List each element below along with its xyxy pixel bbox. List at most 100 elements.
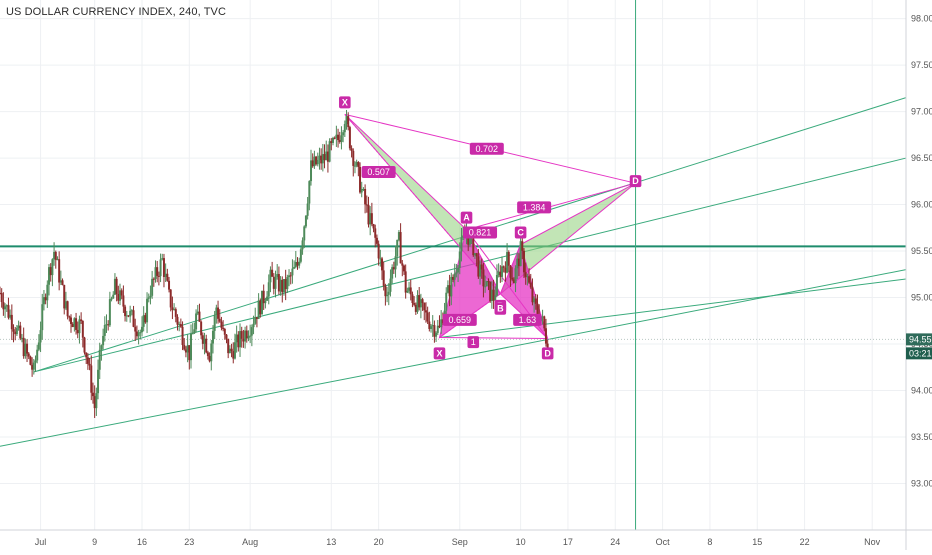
candle-body: [262, 290, 265, 304]
candle-body: [20, 337, 23, 339]
candle-body: [137, 332, 140, 337]
candle-body: [379, 258, 382, 260]
candle-body: [32, 362, 35, 370]
trendline: [439, 278, 907, 339]
candle-body: [266, 296, 269, 301]
candle-body: [98, 349, 101, 370]
candle-body: [108, 299, 111, 326]
candle-body: [186, 345, 189, 353]
candle-body: [254, 317, 257, 324]
candle-body: [205, 338, 208, 353]
candle-body: [506, 252, 509, 273]
candle-body: [534, 298, 537, 304]
trendline: [0, 269, 907, 447]
candle-body: [19, 325, 22, 339]
candle-body: [355, 162, 358, 166]
candle-body: [335, 134, 338, 138]
candle-body: [311, 160, 314, 167]
candle-body: [310, 160, 313, 182]
candle-body: [10, 314, 13, 330]
candle-body: [235, 334, 238, 343]
candle-body: [152, 278, 155, 280]
candle-body: [208, 355, 211, 362]
candle-body: [0, 292, 1, 294]
x-tick-label: 22: [800, 537, 810, 547]
candle-body: [12, 329, 15, 332]
ratio-label: 1: [471, 337, 476, 347]
candle-body: [140, 326, 143, 333]
candle-body: [29, 356, 32, 365]
candle-body: [331, 137, 334, 143]
candle-body: [259, 300, 262, 315]
candle-body: [125, 315, 128, 317]
ratio-label-bg: [469, 142, 504, 155]
candle-body: [402, 265, 405, 272]
candle-body: [91, 392, 94, 397]
y-tick-label: 93.00: [911, 479, 932, 489]
x-tick-label: 16: [137, 537, 147, 547]
candle-body: [240, 331, 243, 339]
candle-body: [293, 266, 296, 269]
candle-body: [198, 311, 201, 322]
candle-body: [255, 317, 258, 319]
candle-body: [34, 360, 37, 363]
candle-body: [303, 226, 306, 241]
candle-body: [149, 295, 152, 298]
candle-body: [22, 337, 25, 357]
candle-body: [504, 267, 507, 273]
candle-body: [230, 348, 233, 352]
candle-body: [97, 369, 100, 394]
candle-body: [223, 329, 226, 335]
candle-body: [195, 313, 198, 330]
candle-body: [357, 162, 360, 168]
ratio-label-bg: [517, 201, 552, 214]
candle-body: [271, 269, 274, 277]
candle-body: [492, 289, 495, 301]
candle-body: [484, 286, 487, 288]
candle-body: [345, 116, 348, 125]
candle-body: [325, 151, 328, 161]
candle-body: [392, 267, 395, 270]
x-tick-label: 23: [184, 537, 194, 547]
candle-body: [159, 259, 162, 277]
candle-body: [102, 335, 105, 346]
candle-body: [391, 267, 394, 279]
candle-body: [169, 289, 172, 308]
candle-body: [48, 267, 51, 285]
point-label-bg: [339, 96, 351, 109]
candle-body: [14, 331, 17, 335]
candle-body: [485, 281, 488, 287]
candle-body: [233, 342, 236, 359]
candle-body: [502, 266, 505, 268]
candle-body: [328, 141, 331, 162]
candle-body: [17, 325, 20, 329]
candle-body: [396, 239, 399, 257]
candle-body: [245, 330, 248, 339]
y-tick-label: 95.00: [911, 293, 932, 303]
candle-body: [477, 256, 480, 277]
y-tick-label: 94.00: [911, 386, 932, 396]
candle-body: [39, 330, 42, 343]
abcd-pattern-xd: [439, 337, 548, 339]
candle-body: [536, 303, 539, 315]
candle-body: [479, 264, 482, 277]
candle-body: [409, 287, 412, 295]
candle-body: [365, 204, 368, 206]
candle-body: [151, 278, 154, 296]
candle-body: [514, 268, 517, 284]
candle-body: [168, 280, 171, 290]
candle-body: [115, 278, 118, 295]
candle-body: [475, 253, 478, 257]
x-tick-label: 10: [516, 537, 526, 547]
candle-body: [81, 321, 84, 338]
candle-body: [364, 188, 367, 205]
candle-body: [424, 310, 427, 313]
x-tick-label: Aug: [242, 537, 258, 547]
candle-body: [453, 273, 456, 280]
candle-body: [162, 258, 165, 277]
candle-body: [423, 302, 426, 311]
candle-body: [350, 148, 353, 151]
candle-body: [519, 241, 522, 267]
y-tick-label: 93.50: [911, 432, 932, 442]
